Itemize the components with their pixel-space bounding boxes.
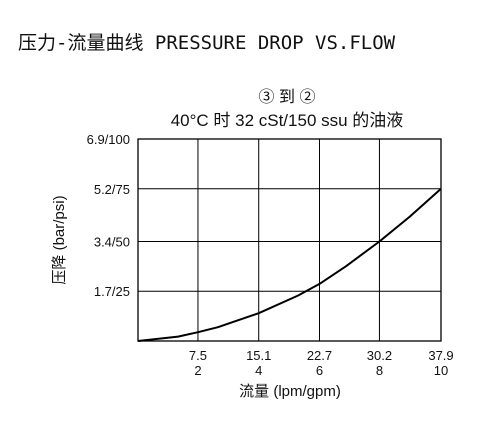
x-tick-label-lpm: 30.2 [367, 348, 392, 363]
x-tick-label-lpm: 22.7 [307, 348, 332, 363]
x-tick-label-lpm: 7.5 [189, 348, 207, 363]
grid-lines [138, 139, 441, 341]
y-tick-labels: 1.7/25 3.4/50 5.2/75 6.9/100 [87, 132, 130, 299]
chart-title: ③ 到 ② [259, 88, 316, 106]
x-tick-label-gpm: 4 [255, 363, 262, 378]
pressure-drop-curve [137, 188, 442, 342]
y-axis-label: 压降 (bar/psi) [51, 195, 68, 284]
chart-subtitle: 40°C 时 32 cSt/150 ssu 的油液 [171, 111, 404, 130]
x-tick-label-gpm: 8 [376, 363, 383, 378]
x-tick-label-lpm: 15.1 [246, 348, 271, 363]
x-axis-label: 流量 (lpm/gpm) [239, 383, 341, 400]
plot-frame [137, 138, 442, 342]
y-tick-label: 5.2/75 [94, 182, 130, 197]
x-tick-label-gpm: 2 [194, 363, 201, 378]
y-tick-label: 3.4/50 [94, 234, 130, 249]
x-tick-label-gpm: 10 [434, 363, 448, 378]
x-tick-label-lpm: 37.9 [428, 348, 453, 363]
page-heading: 压力-流量曲线 PRESSURE DROP VS.FLOW [18, 32, 396, 54]
y-tick-label: 6.9/100 [87, 132, 130, 147]
x-tick-label-gpm: 6 [316, 363, 323, 378]
y-tick-label: 1.7/25 [94, 284, 130, 299]
x-tick-labels: 7.52 15.14 22.76 30.28 37.910 [189, 348, 454, 378]
curve-layer [137, 188, 442, 342]
